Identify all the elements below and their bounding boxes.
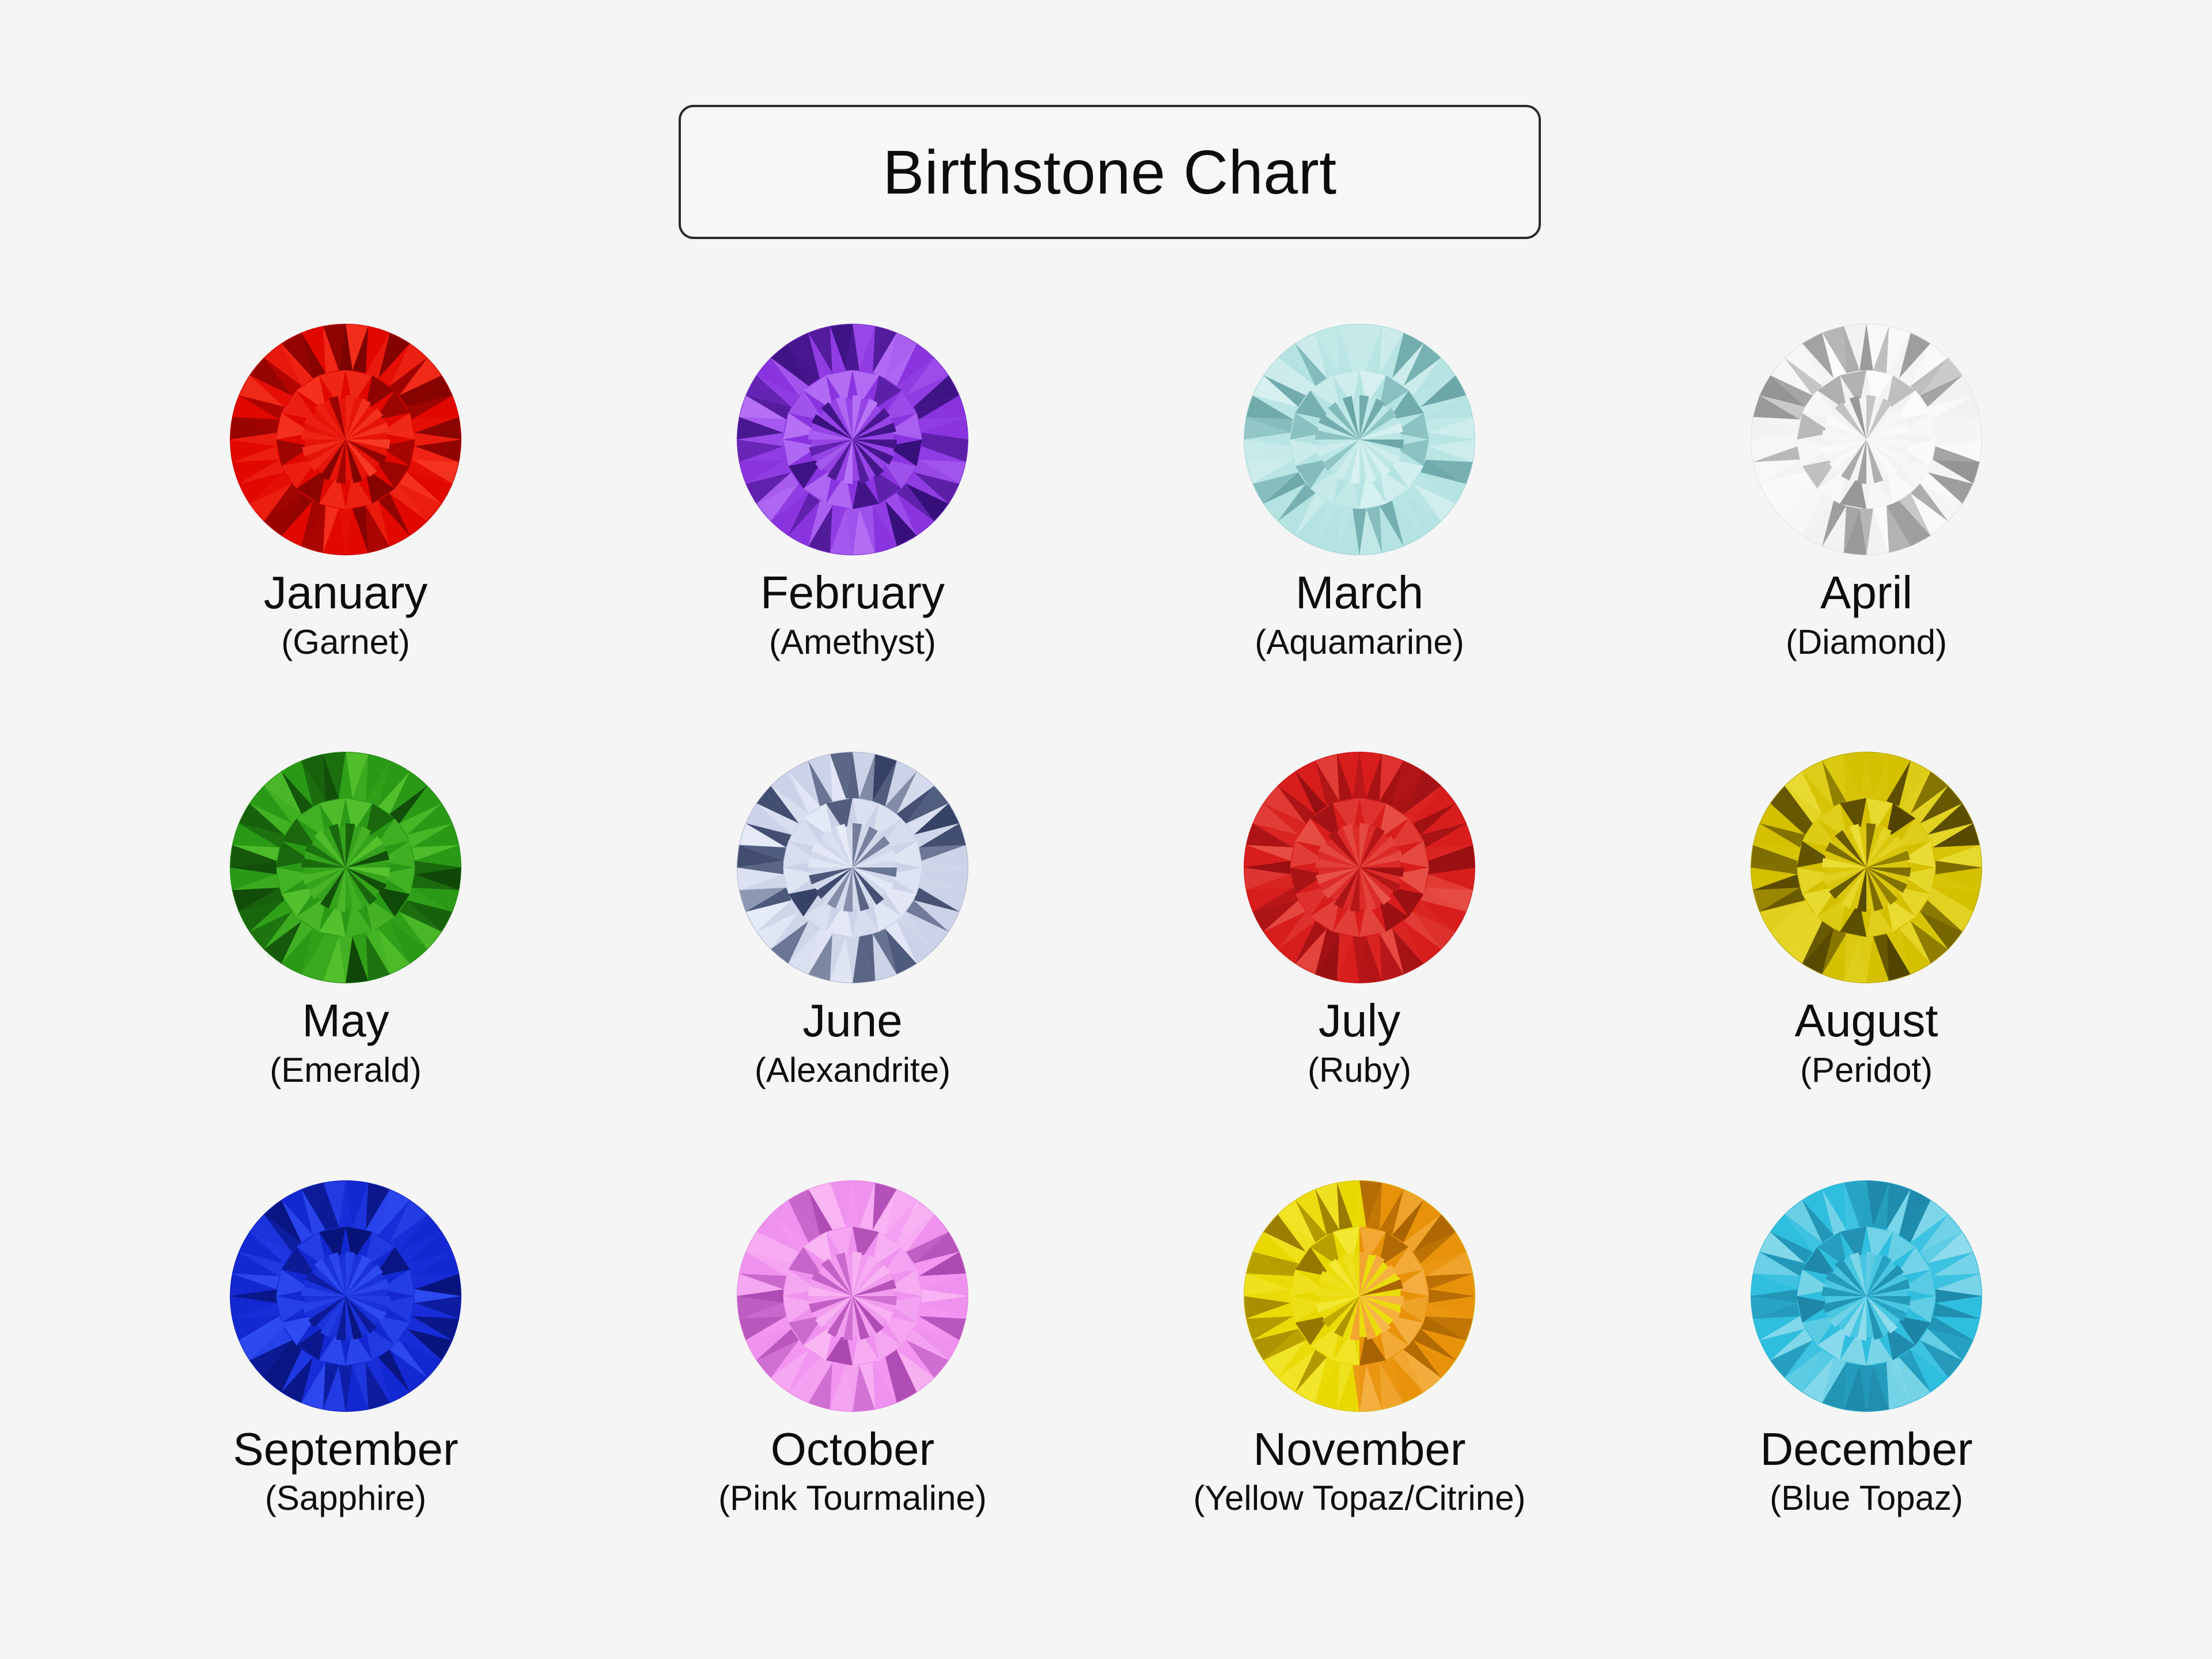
stone-label: (Alexandrite) [754,1050,951,1089]
stone-label: (Amethyst) [768,622,937,661]
month-label: March [1295,567,1424,618]
gem-icon [1749,323,1983,556]
gem-icon [229,323,463,556]
gem-icon-june [736,751,969,984]
month-label: February [760,567,945,618]
month-label: April [1820,567,1913,618]
page-title: Birthstone Chart [882,137,1337,207]
gem-icon [1749,1179,1983,1413]
gem-icon-december [1749,1179,1983,1413]
page-title-box: Birthstone Chart [679,105,1541,239]
stone-label: (Sapphire) [264,1479,427,1518]
month-label: August [1794,995,1938,1047]
birthstone-cell-february[interactable]: February (Amethyst) [599,323,1106,751]
gem-icon [1749,751,1983,984]
birthstone-cell-november[interactable]: November (Yellow Topaz/Citrine) [1106,1179,1613,1607]
gem-icon [736,751,969,984]
month-label: October [770,1423,935,1475]
gem-icon [1243,751,1476,984]
gem-icon-september [229,1179,463,1413]
gem-icon [1243,1179,1476,1413]
birthstone-cell-june[interactable]: June (Alexandrite) [599,751,1106,1179]
gem-icon-may [229,751,463,984]
gem-icon [229,751,463,984]
gem-icon [229,1179,463,1413]
month-label: May [302,995,389,1047]
gem-icon-march [1243,323,1476,556]
stone-label: (Diamond) [1785,622,1948,661]
birthstone-cell-august[interactable]: August (Peridot) [1613,751,2120,1179]
gem-icon-february [736,323,969,556]
gem-icon [736,323,969,556]
birthstone-grid: January (Garnet) February (Amethyst) March (A… [92,323,2120,1607]
month-label: January [263,567,428,618]
month-label: November [1253,1423,1466,1475]
month-label: September [233,1423,459,1475]
birthstone-cell-october[interactable]: October (Pink Tourmaline) [599,1179,1106,1607]
month-label: July [1318,995,1401,1047]
gem-icon [1243,323,1476,556]
stone-label: (Ruby) [1307,1050,1412,1089]
stone-label: (Emerald) [270,1050,422,1089]
stone-label: (Yellow Topaz/Citrine) [1193,1479,1526,1518]
birthstone-cell-december[interactable]: December (Blue Topaz) [1613,1179,2120,1607]
stone-label: (Pink Tourmaline) [718,1479,987,1518]
stone-label: (Peridot) [1800,1050,1933,1089]
gem-icon [736,1179,969,1413]
gem-icon-october [736,1179,969,1413]
gem-icon-january [229,323,463,556]
month-label: December [1760,1423,1973,1475]
stone-label: (Garnet) [281,622,410,661]
birthstone-cell-january[interactable]: January (Garnet) [92,323,599,751]
birthstone-cell-september[interactable]: September (Sapphire) [92,1179,599,1607]
birthstone-cell-april[interactable]: April (Diamond) [1613,323,2120,751]
gem-icon-november [1243,1179,1476,1413]
gem-icon-april [1749,323,1983,556]
month-label: June [802,995,903,1047]
gem-icon-august [1749,751,1983,984]
birthstone-cell-may[interactable]: May (Emerald) [92,751,599,1179]
birthstone-cell-march[interactable]: March (Aquamarine) [1106,323,1613,751]
stone-label: (Aquamarine) [1255,622,1464,661]
stone-label: (Blue Topaz) [1770,1479,1963,1518]
gem-icon-july [1243,751,1476,984]
birthstone-cell-july[interactable]: July (Ruby) [1106,751,1613,1179]
